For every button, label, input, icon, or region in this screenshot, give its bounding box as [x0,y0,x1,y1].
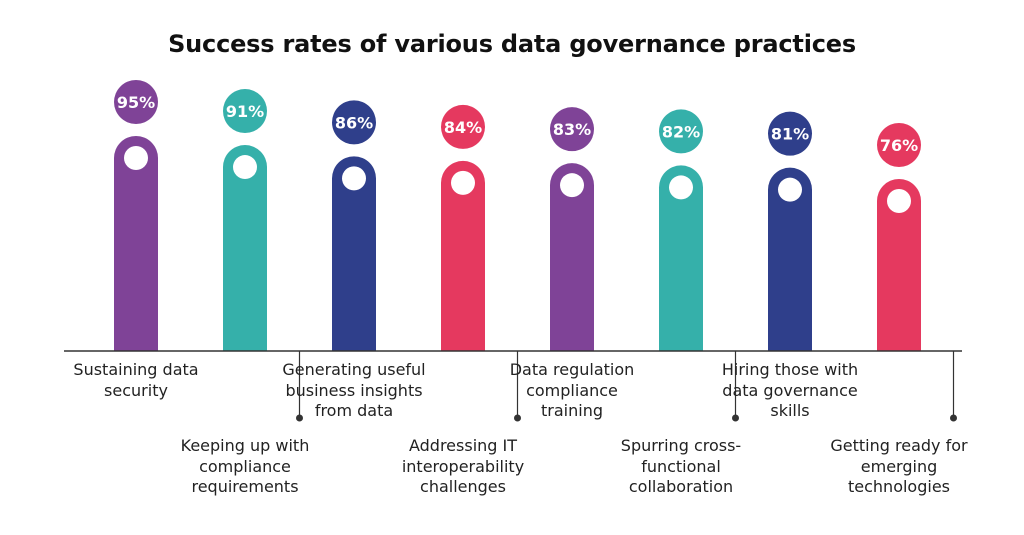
connector-dot [950,414,957,422]
value-label: 81% [771,125,809,144]
bar-dot [451,170,475,195]
bar [114,136,158,351]
bar-dot [233,155,257,180]
value-label: 76% [880,136,918,155]
value-label: 84% [444,118,482,137]
bar [877,179,921,351]
connector-dot [514,414,521,422]
bar [768,167,812,351]
value-label: 91% [226,102,264,121]
value-bubble [332,100,376,145]
chart-title: Success rates of various data governance… [168,30,856,58]
bar [550,163,594,351]
bar-dot [124,146,148,170]
value-bubble [877,123,921,167]
category-label: Hiring those with data governance skills [721,360,859,420]
value-label: 82% [662,122,700,141]
connector-dot [732,414,739,422]
bar-group: 81% [768,111,812,351]
bar-dot [560,173,584,198]
bar-dot [342,166,366,191]
value-bubble [550,107,594,152]
bar-group: 91% [223,89,267,351]
bar-dot [669,175,693,200]
value-bubble [114,80,158,124]
connector-dot [296,414,303,422]
bar [659,165,703,351]
category-label: Keeping up with compliance requirements [180,436,310,496]
bar-group: 95% [114,80,158,351]
bar-dot [778,177,802,202]
category-label: Addressing IT interoperability challenge… [401,436,525,496]
value-label: 83% [553,120,591,139]
bar-group: 83% [550,107,594,351]
bar-dot [887,189,911,213]
value-bubble [441,104,485,149]
bar [223,145,267,351]
bar-group: 76% [877,123,921,351]
category-label: Sustaining data security [73,360,199,400]
bar-group: 84% [441,104,485,351]
category-label: Spurring cross-functional collaboration [620,436,742,496]
category-label: Getting ready for emerging technologies [830,436,968,496]
value-bubble [223,89,267,134]
value-bubble [768,111,812,156]
category-label: Data regulation compliance training [509,360,635,420]
category-label: Generating useful business insights from… [282,360,426,420]
value-label: 95% [117,93,155,112]
bar-group: 86% [332,100,376,351]
bar [332,156,376,351]
value-label: 86% [335,113,373,132]
bar [441,160,485,351]
bar-group: 82% [659,109,703,351]
value-bubble [659,109,703,154]
